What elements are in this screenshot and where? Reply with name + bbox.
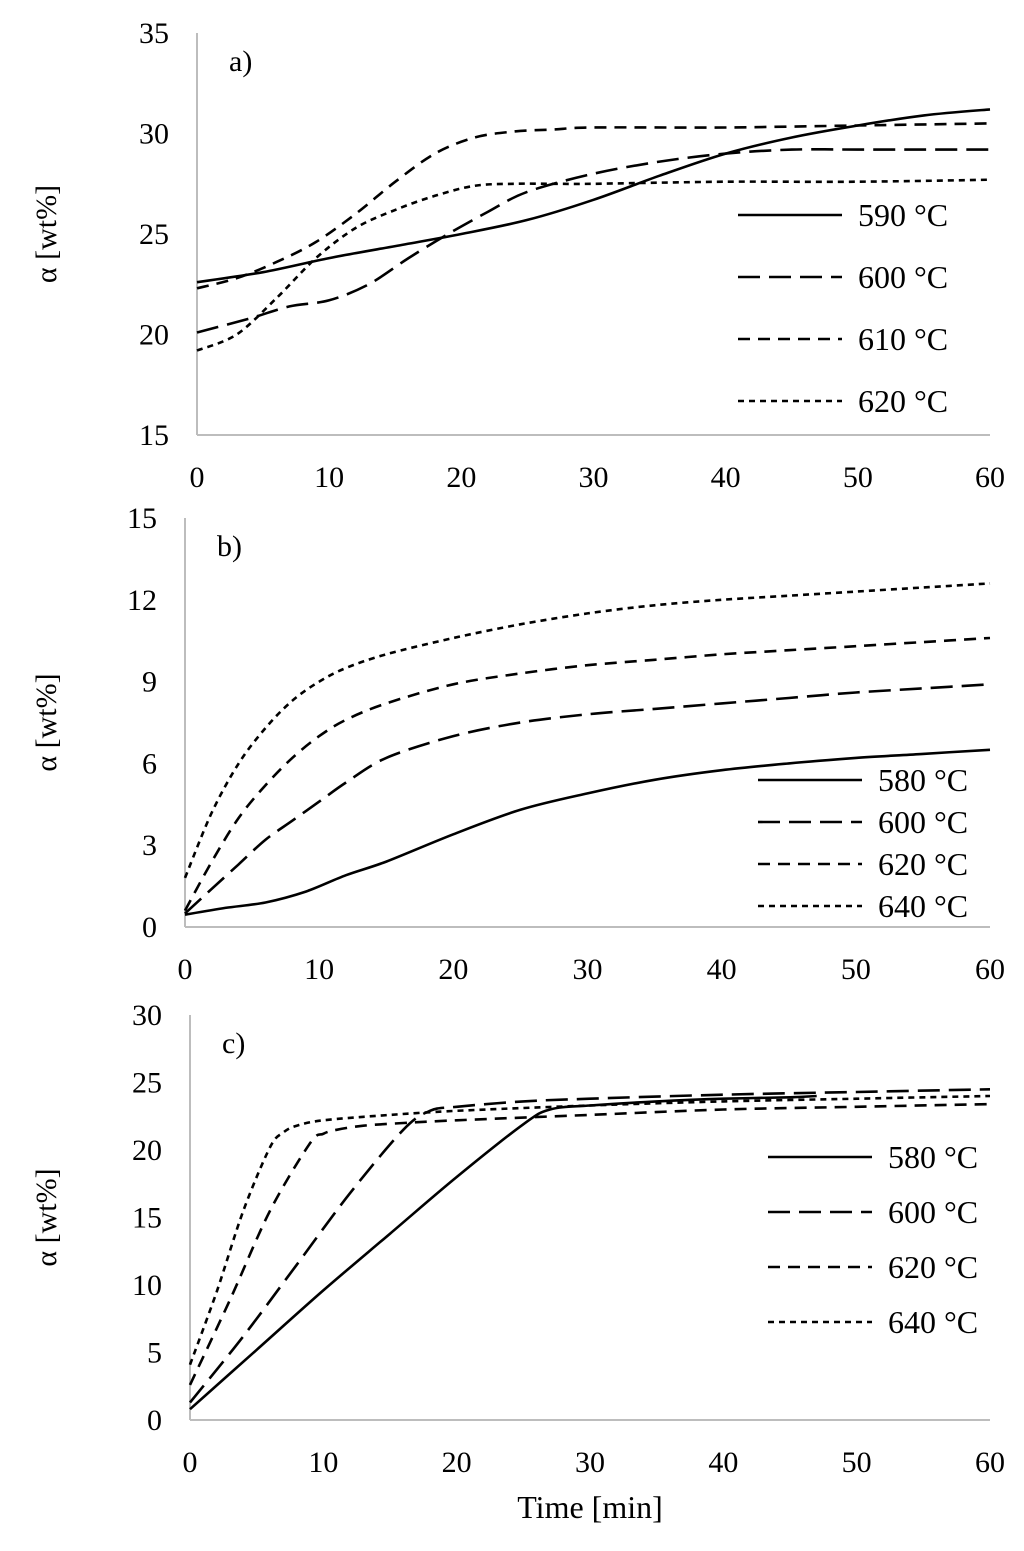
y-tick-label: 15 xyxy=(127,502,157,535)
series-line-620 xyxy=(196,178,991,352)
series-line-600 xyxy=(188,1088,991,1404)
legend-label: 610 °C xyxy=(858,321,948,357)
series-line-580 xyxy=(189,1094,817,1411)
legend-label: 580 °C xyxy=(888,1139,978,1175)
x-tick-label: 50 xyxy=(841,953,871,986)
x-tick-label: 60 xyxy=(975,1446,1005,1479)
y-tick-label: 10 xyxy=(132,1269,162,1302)
y-tick-label: 15 xyxy=(132,1202,162,1235)
panel-label: c) xyxy=(222,1027,245,1060)
y-tick-label: 0 xyxy=(142,911,157,944)
y-tick-label: 25 xyxy=(132,1067,162,1100)
x-tick-label: 20 xyxy=(446,461,476,494)
legend-label: 620 °C xyxy=(888,1249,978,1285)
x-tick-label: 40 xyxy=(708,1446,738,1479)
y-tick-label: 20 xyxy=(132,1134,162,1167)
series-line-590 xyxy=(196,108,991,284)
chart-panel-a: 15 20 25 30 35 0 10 20 30 40 50 60 a) α [wt%] 590 °C 60… xyxy=(30,17,1005,494)
y-tick-label: 5 xyxy=(147,1337,162,1370)
legend-label: 620 °C xyxy=(858,383,948,419)
y-tick-label: 3 xyxy=(142,829,157,862)
y-axis-label: α [wt%] xyxy=(30,1168,63,1266)
y-tick-label: 15 xyxy=(139,419,169,452)
y-axis-label: α [wt%] xyxy=(30,185,63,283)
y-tick-label: 30 xyxy=(139,118,169,151)
y-axis-label: α [wt%] xyxy=(30,673,63,771)
series-line-640 xyxy=(188,1094,991,1366)
y-tick-label: 35 xyxy=(139,17,169,50)
y-tick-label: 12 xyxy=(127,584,157,617)
y-tick-label: 0 xyxy=(147,1404,162,1437)
x-tick-label: 0 xyxy=(190,461,205,494)
panel-label: b) xyxy=(217,530,242,563)
chart-panel-b: 0 3 6 9 12 15 0 10 20 30 40 50 60 b) α [wt%] 580 °C 600 … xyxy=(30,502,1005,986)
legend-label: 620 °C xyxy=(878,846,968,882)
legend-label: 590 °C xyxy=(858,197,948,233)
x-tick-label: 40 xyxy=(707,953,737,986)
y-tick-label: 6 xyxy=(142,747,157,780)
y-tick-label: 30 xyxy=(132,999,162,1032)
y-tick-label: 25 xyxy=(139,218,169,251)
x-tick-label: 30 xyxy=(573,953,603,986)
x-tick-label: 50 xyxy=(842,1446,872,1479)
x-tick-label: 10 xyxy=(308,1446,338,1479)
series-line-600 xyxy=(196,147,990,334)
legend-label: 600 °C xyxy=(888,1194,978,1230)
chart-panel-c: 0 5 10 15 20 25 30 0 10 20 30 40 50 60 c) α [wt%] Time [… xyxy=(30,999,1005,1525)
y-tick-label: 20 xyxy=(139,319,169,352)
series-line-580 xyxy=(184,748,991,916)
legend-label: 600 °C xyxy=(858,259,948,295)
x-tick-label: 30 xyxy=(575,1446,605,1479)
x-tick-label: 60 xyxy=(975,953,1005,986)
x-tick-label: 30 xyxy=(579,461,609,494)
x-axis-label: Time [min] xyxy=(517,1489,663,1525)
series-line-600 xyxy=(184,683,991,915)
panel-label: a) xyxy=(229,45,252,78)
legend-label: 580 °C xyxy=(878,762,968,798)
series-line-640 xyxy=(183,582,991,879)
series-line-620 xyxy=(183,636,991,912)
x-tick-label: 40 xyxy=(711,461,741,494)
x-tick-label: 50 xyxy=(843,461,873,494)
x-tick-label: 0 xyxy=(178,953,193,986)
x-tick-label: 0 xyxy=(183,1446,198,1479)
legend-label: 600 °C xyxy=(878,804,968,840)
legend-label: 640 °C xyxy=(878,888,968,924)
series-line-610 xyxy=(196,122,991,290)
x-tick-label: 10 xyxy=(314,461,344,494)
x-tick-label: 10 xyxy=(304,953,334,986)
x-tick-label: 60 xyxy=(975,461,1005,494)
x-tick-label: 20 xyxy=(438,953,468,986)
x-tick-label: 20 xyxy=(442,1446,472,1479)
y-tick-label: 9 xyxy=(142,666,157,699)
legend-label: 640 °C xyxy=(888,1304,978,1340)
series-line-620 xyxy=(188,1102,991,1386)
